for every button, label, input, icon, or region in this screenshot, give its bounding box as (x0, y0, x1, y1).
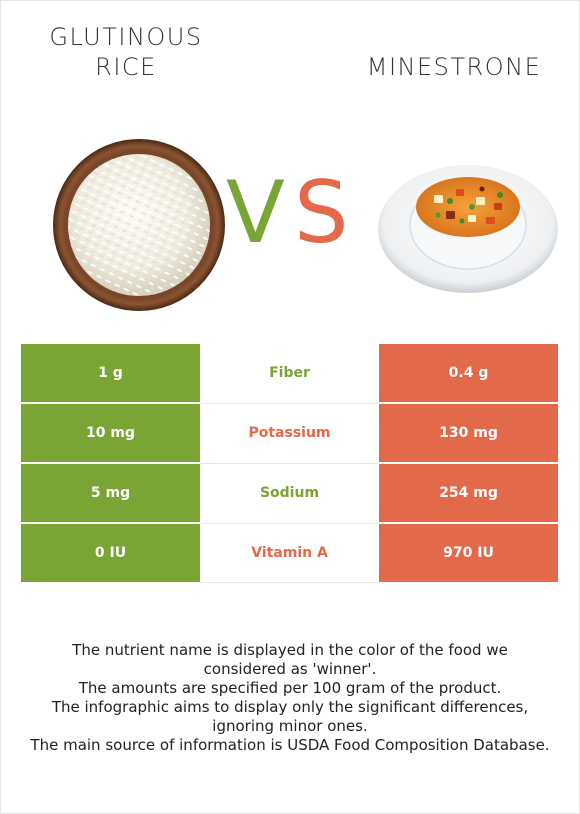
nutrient-name: Potassium (200, 404, 379, 462)
footer-line: The nutrient name is displayed in the co… (72, 641, 508, 678)
left-value: 10 mg (21, 404, 200, 462)
footer-line: The main source of information is USDA F… (30, 736, 550, 754)
right-food-title: MINESTRONE (366, 53, 542, 81)
right-value: 970 IU (379, 524, 558, 582)
left-food-title-line2: RICE (95, 53, 157, 81)
left-value: 5 mg (21, 464, 200, 522)
table-row-sodium: 5 mg Sodium 254 mg (21, 464, 558, 522)
footer-line: The infographic aims to display only the… (51, 698, 529, 735)
vs-letter-v: V (226, 163, 285, 263)
table-row-potassium: 10 mg Potassium 130 mg (21, 404, 558, 462)
row-divider (200, 463, 379, 464)
left-food-title: GLUTINOUS RICE (20, 22, 232, 82)
nutrient-name: Vitamin A (200, 524, 379, 582)
right-value: 130 mg (379, 404, 558, 462)
comparison-table: 1 g Fiber 0.4 g 10 mg Potassium 130 mg 5… (21, 344, 558, 583)
table-bottom-border (200, 582, 379, 583)
row-divider (200, 403, 379, 404)
rice-bowl-image (50, 136, 228, 314)
nutrient-name: Fiber (200, 344, 379, 402)
left-value: 1 g (21, 344, 200, 402)
minestrone-bowl-image (376, 155, 560, 295)
left-value: 0 IU (21, 524, 200, 582)
table-row-fiber: 1 g Fiber 0.4 g (21, 344, 558, 402)
nutrient-name: Sodium (200, 464, 379, 522)
row-divider (200, 523, 379, 524)
table-row-vitamin-a: 0 IU Vitamin A 970 IU (21, 524, 558, 582)
right-value: 254 mg (379, 464, 558, 522)
right-value: 0.4 g (379, 344, 558, 402)
footer-notes: The nutrient name is displayed in the co… (30, 641, 550, 755)
vs-letter-s: S (294, 163, 349, 263)
left-food-title-line1: GLUTINOUS (49, 23, 203, 51)
footer-line: The amounts are specified per 100 gram o… (78, 679, 502, 697)
